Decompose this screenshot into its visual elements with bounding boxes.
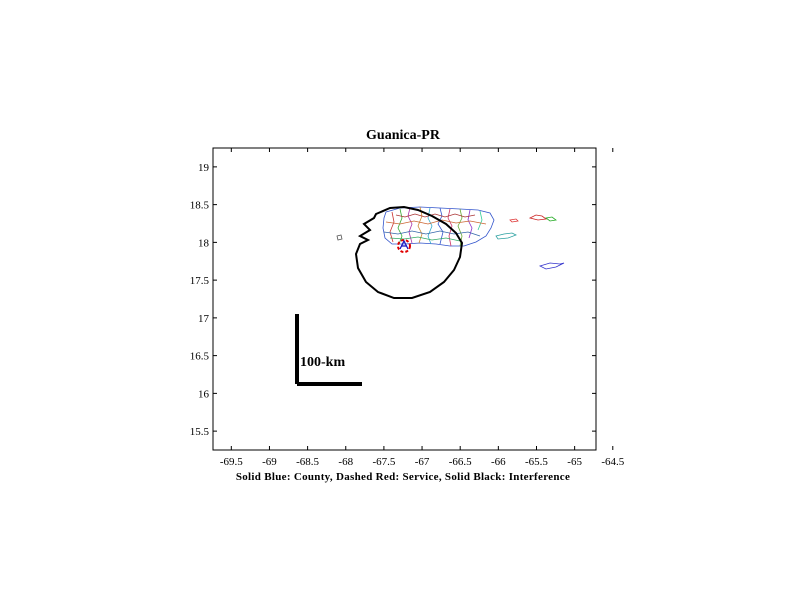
y-tick-label: 16 xyxy=(198,388,210,400)
county-line xyxy=(457,208,463,247)
county-line xyxy=(395,213,476,218)
virgin-island-st-john xyxy=(545,216,557,222)
y-tick-label: 18 xyxy=(198,237,210,249)
x-tick-label: -65 xyxy=(567,456,582,468)
x-tick-label: -68.5 xyxy=(296,456,319,468)
plot-area: -69.5 -69 -68.5 -68 -67.5 -67 -66.5 -66 -65.5 -65… xyxy=(190,147,625,468)
x-tick-label: -69 xyxy=(262,456,277,468)
x-tick-label: -68 xyxy=(338,456,353,468)
county-line xyxy=(407,207,413,244)
county-boundaries xyxy=(336,206,565,270)
x-tick-label: -66 xyxy=(491,456,506,468)
map-legend-caption: Solid Blue: County, Dashed Red: Service,… xyxy=(236,471,570,483)
station-marker xyxy=(399,239,409,250)
y-tick-label: 19 xyxy=(198,162,210,174)
county-line xyxy=(417,206,423,244)
scale-bar: 100-km xyxy=(295,314,362,386)
county-line xyxy=(385,219,487,225)
x-tick-label: -65.5 xyxy=(525,456,548,468)
x-tick-label: -69.5 xyxy=(220,456,243,468)
county-line xyxy=(389,211,395,243)
county-line xyxy=(477,210,483,231)
y-tick-label: 17.5 xyxy=(190,275,210,287)
x-tick-label: -66.5 xyxy=(449,456,472,468)
vieques-island xyxy=(495,232,517,240)
x-tick-label: -64.5 xyxy=(601,456,624,468)
x-axis-ticks: -69.5 -69 -68.5 -68 -67.5 -67 -66.5 -66 -65.5 -65… xyxy=(220,148,625,468)
scale-bar-label: 100-km xyxy=(300,355,345,370)
virgin-island-st-croix xyxy=(538,262,565,270)
main-island-outline xyxy=(382,206,495,247)
mona-island xyxy=(336,234,343,241)
y-axis-ticks: 19 18.5 18 17.5 17 16.5 16 15.5 xyxy=(190,162,596,438)
county-line xyxy=(447,208,453,247)
culebra-island xyxy=(509,218,519,223)
county-line xyxy=(389,236,461,242)
virgin-island-st-thomas xyxy=(528,214,548,221)
y-tick-label: 18.5 xyxy=(190,200,210,212)
y-tick-label: 17 xyxy=(198,313,210,325)
y-tick-label: 16.5 xyxy=(190,351,210,363)
x-tick-label: -67.5 xyxy=(372,456,395,468)
county-line xyxy=(437,207,444,245)
y-tick-label: 15.5 xyxy=(190,426,210,438)
interference-contour xyxy=(354,205,464,299)
x-tick-label: -67 xyxy=(415,456,430,468)
map-title: Guanica-PR xyxy=(366,128,441,143)
county-line xyxy=(383,230,481,237)
